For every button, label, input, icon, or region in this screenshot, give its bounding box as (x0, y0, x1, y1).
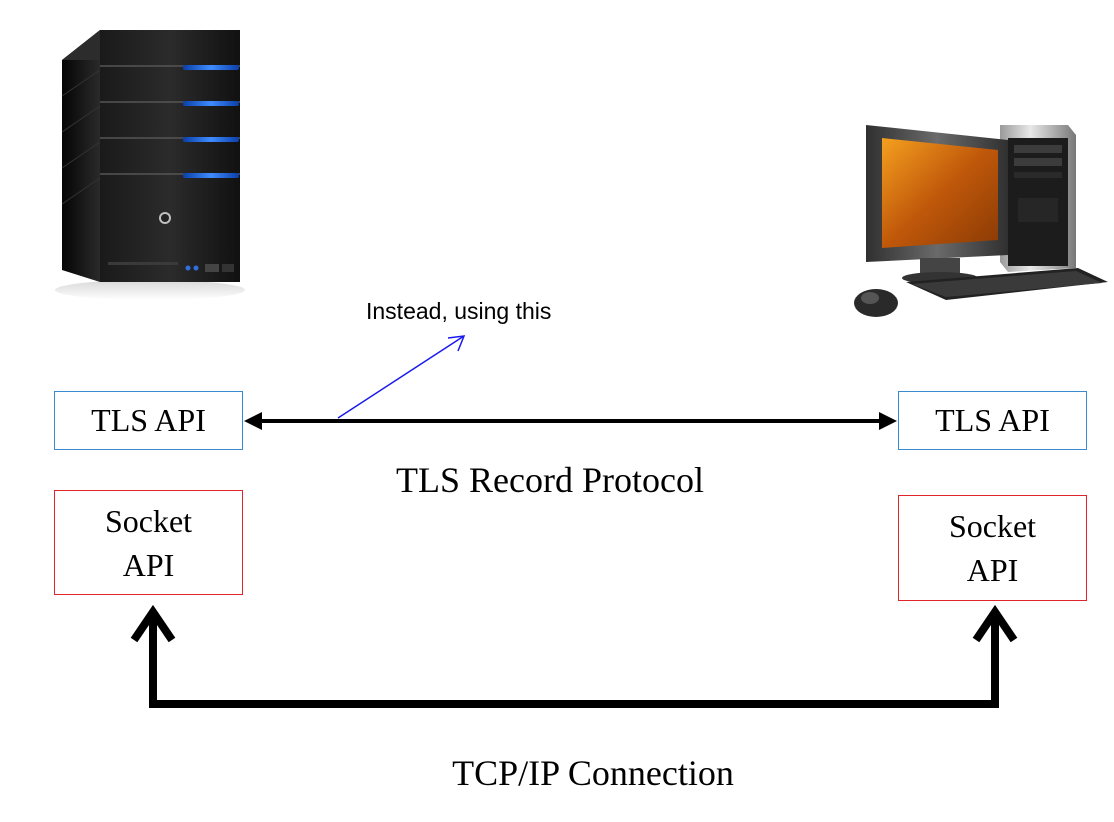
tls-arrow-head-left (244, 412, 262, 430)
tcp-ip-connection-caption: TCP/IP Connection (452, 753, 734, 793)
right-tls-api-box: TLS API (898, 391, 1087, 450)
tcp-arrow-head-left (130, 604, 176, 643)
left-tls-api-box: TLS API (54, 391, 243, 450)
right-socket-api-box: Socket API (898, 495, 1087, 601)
left-socket-label-line2: API (122, 546, 175, 583)
annotation-text: Instead, using this (366, 298, 552, 324)
annotation-arrow-head (447, 335, 466, 352)
tls-record-protocol-caption: TLS Record Protocol (396, 460, 704, 500)
right-socket-label-line1: Socket (948, 508, 1037, 544)
annotation-arrow (337, 335, 465, 419)
tcp-arrow-head-right (972, 604, 1018, 643)
tls-arrow-head-right (879, 412, 897, 430)
left-socket-api-box: Socket API (54, 490, 243, 595)
left-tls-api-label: TLS API (91, 402, 206, 438)
left-socket-label-line1: Socket (104, 502, 193, 539)
right-tls-api-label: TLS API (935, 402, 1050, 438)
right-socket-label-line2: API (966, 552, 1019, 588)
tcp-connection-line (149, 618, 999, 708)
